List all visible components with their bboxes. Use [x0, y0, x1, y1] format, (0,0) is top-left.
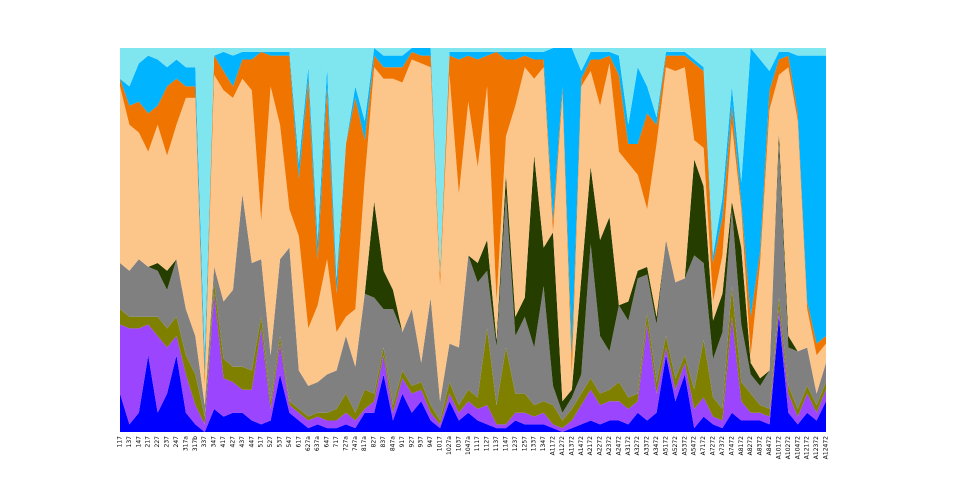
x-tick-label: A2172: [587, 436, 594, 456]
x-tick-label: 1147: [502, 436, 509, 451]
x-tick-label: A1372: [568, 436, 575, 456]
x-tick-label: 547: [286, 436, 293, 448]
x-tick-label: A7172: [700, 436, 707, 456]
x-tick-label: 1047a: [465, 436, 472, 455]
x-tick-label: 1027a: [446, 436, 453, 455]
x-tick-label: A5272: [672, 436, 679, 456]
x-tick-label: 217: [145, 436, 152, 448]
x-tick-label: A10272: [785, 436, 792, 459]
x-tick-label: 1037: [455, 436, 462, 451]
x-tick-label: 627a: [305, 436, 312, 451]
x-tick-label: 717: [333, 436, 340, 448]
x-tick-label: 517: [258, 436, 265, 448]
x-tick-label: A5372: [681, 436, 688, 456]
x-tick-label: 427: [229, 436, 236, 448]
x-tick-label: A7272: [710, 436, 717, 456]
x-tick-label: 247: [173, 436, 180, 448]
x-tick-label: A1172: [550, 436, 557, 456]
x-tick-label: 147: [135, 436, 142, 448]
x-tick-label: 1117: [474, 436, 481, 451]
area: [120, 144, 826, 421]
x-tick-label: A1472: [578, 436, 585, 456]
x-tick-label: 417: [220, 436, 227, 448]
x-tick-label: 437: [239, 436, 246, 448]
x-tick-label: 727a: [342, 436, 349, 451]
x-tick-label: 947: [427, 436, 434, 448]
x-tick-label: A12472: [823, 436, 830, 459]
x-tick-label: A3472: [653, 436, 660, 456]
x-tick-label: 1137: [493, 436, 500, 451]
x-tick-label: A10172: [775, 436, 782, 459]
x-tick-label: 447: [248, 436, 255, 448]
x-tick-label: A5472: [691, 436, 698, 456]
x-tick-label: 317b: [192, 436, 199, 451]
x-tick-label: 1237: [512, 436, 519, 451]
x-tick-label: 847a: [389, 436, 396, 451]
x-tick-label: A12372: [813, 436, 820, 459]
x-tick-label: 617: [295, 436, 302, 448]
x-tick-label: 137: [126, 436, 133, 448]
x-tick-label: A2272: [597, 436, 604, 456]
x-tick-label: 837: [380, 436, 387, 448]
x-tick-label: 237: [164, 436, 171, 448]
area: [120, 48, 826, 375]
x-tick-label: 817a: [361, 436, 368, 451]
x-tick-label: A8372: [757, 436, 764, 456]
x-tick-label: 1347: [540, 436, 547, 451]
x-tick-label: 347: [211, 436, 218, 448]
x-tick-label: 227: [154, 436, 161, 448]
area: [120, 48, 826, 356]
area: [120, 51, 826, 386]
x-tick-label: A3372: [644, 436, 651, 456]
x-tick-label: A2472: [615, 436, 622, 456]
x-tick-label: A12172: [804, 436, 811, 459]
x-tick-label: 927: [408, 436, 415, 448]
x-tick-label: A10472: [794, 436, 801, 459]
x-tick-label: 647: [324, 436, 331, 448]
x-tick-label: 747a: [352, 436, 359, 451]
area: [120, 59, 826, 406]
x-tick-label: 917: [399, 436, 406, 448]
x-tick-label: A8272: [747, 436, 754, 456]
x-tick-label: 637a: [314, 436, 321, 451]
x-tick-label: 337: [201, 436, 208, 448]
x-tick-label: 1127: [484, 436, 491, 451]
x-tick-label: A2372: [606, 436, 613, 456]
x-tick-label: A3172: [625, 436, 632, 456]
x-tick-label: A7372: [719, 436, 726, 456]
x-tick-label: 317a: [182, 436, 189, 451]
x-tick-label: 117: [117, 436, 124, 448]
x-tick-label: A8472: [766, 436, 773, 456]
x-tick-label: A7472: [728, 436, 735, 456]
x-tick-label: 1337: [531, 436, 538, 451]
area: [120, 293, 826, 432]
x-tick-label: 1017: [437, 436, 444, 451]
x-tick-label: A5172: [662, 436, 669, 456]
x-tick-label: 937: [418, 436, 425, 448]
x-tick-label: 1257: [521, 436, 528, 451]
x-tick-label: 527: [267, 436, 274, 448]
x-tick-label: A1272: [559, 436, 566, 456]
x-tick-label: 537: [277, 436, 284, 448]
x-tick-label: A3272: [634, 436, 641, 456]
x-tick-label: 827: [371, 436, 378, 448]
x-tick-label: A8172: [738, 436, 745, 456]
